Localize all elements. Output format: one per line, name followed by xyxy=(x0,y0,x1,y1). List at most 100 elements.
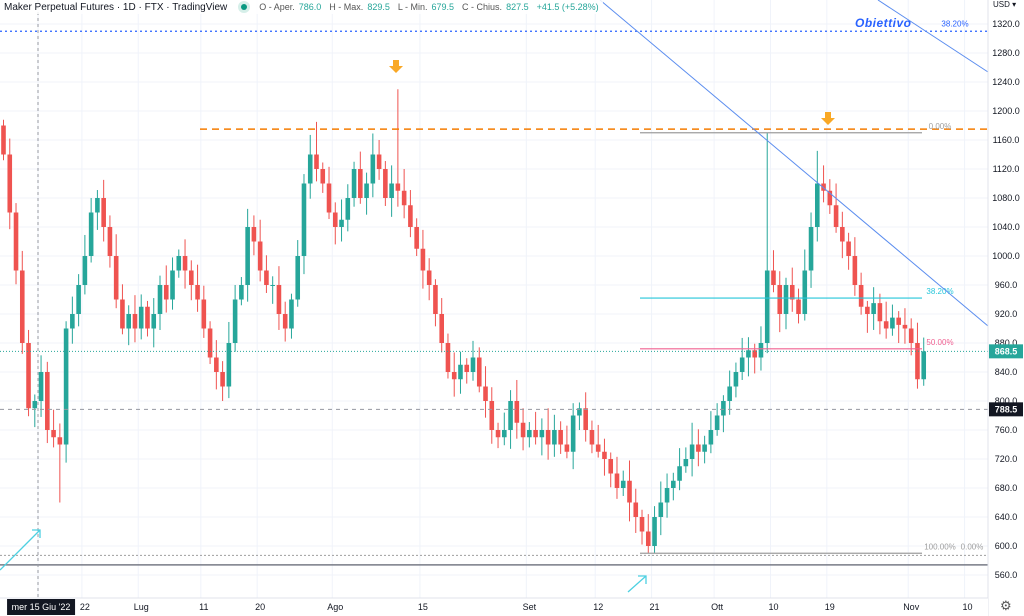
candle-down xyxy=(451,372,457,380)
candle-up xyxy=(739,357,745,372)
candle-up xyxy=(539,430,545,438)
candle-up xyxy=(577,408,582,416)
price-tick-label: 1240.0 xyxy=(992,77,1020,87)
candle-up xyxy=(746,350,751,358)
candle-down xyxy=(614,473,620,488)
candle-down xyxy=(7,154,13,213)
candle-down xyxy=(902,324,908,329)
candle-up xyxy=(871,303,876,314)
candle-up xyxy=(508,401,513,430)
candle-down xyxy=(483,386,488,401)
fib-level-label: 50.00% xyxy=(926,338,953,347)
candle-down xyxy=(439,314,444,343)
fib-level-label: 38.20% xyxy=(926,287,953,296)
time-tick-label: Set xyxy=(523,602,537,612)
up-arrow-icon xyxy=(627,575,647,593)
candle-down xyxy=(408,205,413,227)
down-arrow-icon xyxy=(821,112,835,125)
candle-up xyxy=(689,444,695,459)
candle-up xyxy=(301,183,307,256)
settings-gear-icon[interactable]: ⚙ xyxy=(1000,598,1012,613)
candle-up xyxy=(370,154,376,184)
candle-down xyxy=(195,285,200,300)
candle-down xyxy=(182,256,188,271)
candle-up xyxy=(232,299,238,343)
chart-legend: Maker Perpetual Futures · 1D · FTX · Tra… xyxy=(4,0,603,14)
candle-down xyxy=(858,285,864,307)
candle-up xyxy=(176,256,182,271)
candle-down xyxy=(633,502,639,517)
time-tick-label: 20 xyxy=(255,602,265,612)
price-tick-label: 1160.0 xyxy=(993,135,1020,145)
candle-down xyxy=(589,430,595,445)
candle-down xyxy=(282,314,288,329)
time-tick-label: Nov xyxy=(903,602,920,612)
price-tick-label: 600.0 xyxy=(995,541,1018,551)
time-axis xyxy=(0,598,988,616)
candle-down xyxy=(545,430,551,445)
crosshair-date-label: mer 15 Giu '22 xyxy=(12,602,71,612)
candle-up xyxy=(721,401,726,416)
time-tick-label: 22 xyxy=(80,602,90,612)
candle-up xyxy=(758,343,764,358)
candle-down xyxy=(915,343,920,380)
candle-up xyxy=(70,314,75,329)
target-annotation[interactable]: Obiettivo xyxy=(855,16,912,30)
candle-down xyxy=(414,227,419,249)
candle-down xyxy=(264,270,269,285)
candle-down xyxy=(214,357,219,372)
time-tick-label: Ott xyxy=(711,602,724,612)
candle-up xyxy=(76,285,81,314)
candle-up xyxy=(802,270,808,314)
candle-down xyxy=(420,248,426,271)
reference-price-badge xyxy=(989,402,1023,417)
down-arrow-icon xyxy=(389,60,403,73)
candle-down xyxy=(777,285,783,314)
change-value: +41.5 (+5.28%) xyxy=(536,2,599,12)
candle-up xyxy=(151,314,157,329)
candle-down xyxy=(26,343,31,409)
price-tick-label: 1040.0 xyxy=(992,222,1020,232)
candle-up xyxy=(389,183,394,198)
candle-up xyxy=(764,270,770,343)
candle-down xyxy=(533,430,538,438)
candle-up xyxy=(921,351,927,380)
candle-down xyxy=(251,227,257,242)
candle-up xyxy=(88,212,94,256)
candle-up xyxy=(95,198,100,213)
candle-down xyxy=(852,256,858,285)
reference-price-badge-label: 788.5 xyxy=(995,404,1018,414)
open-value: 786.0 xyxy=(298,2,322,12)
candle-up xyxy=(808,227,814,271)
price-tick-label: 920.0 xyxy=(995,309,1018,319)
price-tick-label: 640.0 xyxy=(995,512,1018,522)
time-tick-label: 10 xyxy=(963,602,973,612)
candle-up xyxy=(63,328,69,445)
symbol-title[interactable]: Maker Perpetual Futures · 1D · FTX · Tra… xyxy=(4,1,228,13)
candle-down xyxy=(833,205,839,227)
candle-down xyxy=(433,285,438,314)
candle-up xyxy=(239,285,244,300)
candle-down xyxy=(101,198,106,227)
candle-up xyxy=(226,343,232,387)
candle-up xyxy=(458,364,463,380)
candle-down xyxy=(132,314,138,329)
candle-down xyxy=(771,270,776,285)
candle-up xyxy=(727,386,732,401)
currency-selector[interactable]: USD ▾ xyxy=(993,0,1017,9)
time-tick-label: 21 xyxy=(650,602,660,612)
candle-up xyxy=(783,285,789,314)
price-tick-label: 680.0 xyxy=(995,483,1018,493)
candle-up xyxy=(339,219,344,227)
candle-down xyxy=(908,328,914,343)
market-status-icon xyxy=(241,4,248,10)
candle-up xyxy=(733,372,739,387)
fib-level-label: 100.00% xyxy=(924,542,956,551)
candle-down xyxy=(464,364,470,372)
candle-down xyxy=(489,401,495,430)
candle-down xyxy=(57,437,63,445)
candle-down xyxy=(558,430,563,445)
candle-down xyxy=(883,321,889,329)
price-tick-label: 840.0 xyxy=(995,367,1018,377)
